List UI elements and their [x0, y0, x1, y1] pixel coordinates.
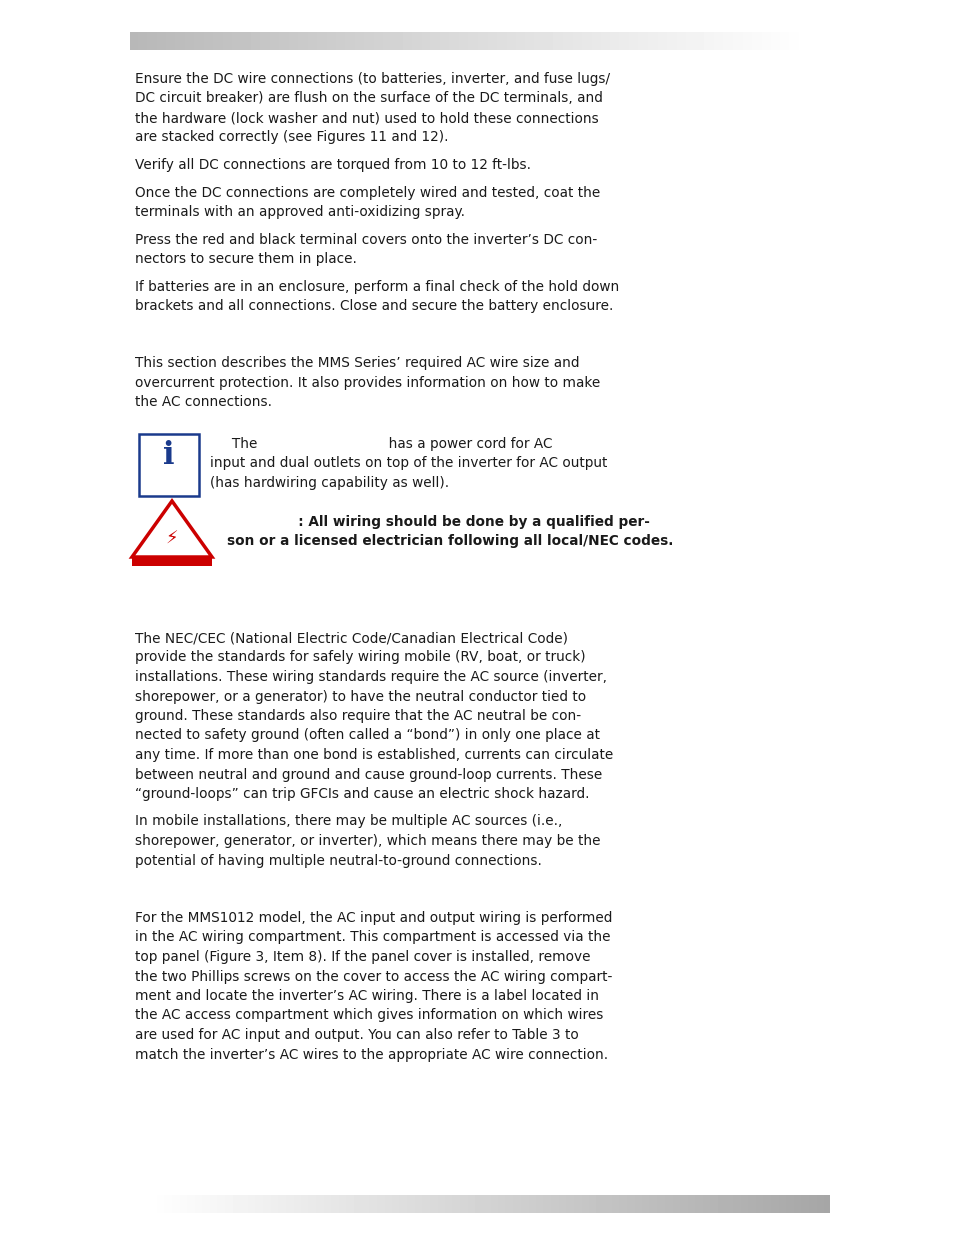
Text: input and dual outlets on top of the inverter for AC output: input and dual outlets on top of the inv… [210, 457, 607, 471]
Text: the hardware (lock washer and nut) used to hold these connections: the hardware (lock washer and nut) used … [135, 111, 598, 125]
Text: any time. If more than one bond is established, currents can circulate: any time. If more than one bond is estab… [135, 748, 613, 762]
Text: Once the DC connections are completely wired and tested, coat the: Once the DC connections are completely w… [135, 185, 599, 200]
Text: ment and locate the inverter’s AC wiring. There is a label located in: ment and locate the inverter’s AC wiring… [135, 989, 598, 1003]
Text: shorepower, generator, or inverter), which means there may be the: shorepower, generator, or inverter), whi… [135, 834, 599, 848]
Text: : All wiring should be done by a qualified per-: : All wiring should be done by a qualifi… [227, 515, 649, 529]
Text: match the inverter’s AC wires to the appropriate AC wire connection.: match the inverter’s AC wires to the app… [135, 1047, 607, 1062]
Text: in the AC wiring compartment. This compartment is accessed via the: in the AC wiring compartment. This compa… [135, 930, 610, 945]
Text: installations. These wiring standards require the AC source (inverter,: installations. These wiring standards re… [135, 671, 606, 684]
Text: If batteries are in an enclosure, perform a final check of the hold down: If batteries are in an enclosure, perfor… [135, 279, 618, 294]
Text: (has hardwiring capability as well).: (has hardwiring capability as well). [210, 475, 449, 490]
Text: are stacked correctly (see Figures 11 and 12).: are stacked correctly (see Figures 11 an… [135, 131, 448, 144]
Text: Press the red and black terminal covers onto the inverter’s DC con-: Press the red and black terminal covers … [135, 232, 597, 247]
Text: The NEC/CEC (National Electric Code/Canadian Electrical Code): The NEC/CEC (National Electric Code/Cana… [135, 631, 567, 645]
Text: Verify all DC connections are torqued from 10 to 12 ft-lbs.: Verify all DC connections are torqued fr… [135, 158, 531, 172]
Text: nectors to secure them in place.: nectors to secure them in place. [135, 252, 356, 266]
Text: This section describes the MMS Series’ required AC wire size and: This section describes the MMS Series’ r… [135, 357, 578, 370]
Text: The                              has a power cord for AC: The has a power cord for AC [210, 437, 552, 451]
Text: In mobile installations, there may be multiple AC sources (i.e.,: In mobile installations, there may be mu… [135, 815, 561, 829]
Text: ⚡: ⚡ [166, 530, 178, 548]
Text: shorepower, or a generator) to have the neutral conductor tied to: shorepower, or a generator) to have the … [135, 689, 585, 704]
Text: top panel (Figure 3, Item 8). If the panel cover is installed, remove: top panel (Figure 3, Item 8). If the pan… [135, 950, 590, 965]
Text: are used for AC input and output. You can also refer to Table 3 to: are used for AC input and output. You ca… [135, 1028, 578, 1042]
Text: terminals with an approved anti-oxidizing spray.: terminals with an approved anti-oxidizin… [135, 205, 464, 219]
Text: For the MMS1012 model, the AC input and output wiring is performed: For the MMS1012 model, the AC input and … [135, 911, 612, 925]
Text: the AC access compartment which gives information on which wires: the AC access compartment which gives in… [135, 1009, 602, 1023]
Text: ground. These standards also require that the AC neutral be con-: ground. These standards also require tha… [135, 709, 580, 722]
Text: DC circuit breaker) are flush on the surface of the DC terminals, and: DC circuit breaker) are flush on the sur… [135, 91, 602, 105]
Polygon shape [132, 501, 212, 557]
Text: “ground-loops” can trip GFCIs and cause an electric shock hazard.: “ground-loops” can trip GFCIs and cause … [135, 787, 589, 802]
Text: overcurrent protection. It also provides information on how to make: overcurrent protection. It also provides… [135, 375, 599, 390]
Text: potential of having multiple neutral-to-ground connections.: potential of having multiple neutral-to-… [135, 853, 541, 867]
Text: brackets and all connections. Close and secure the battery enclosure.: brackets and all connections. Close and … [135, 299, 613, 312]
Text: the AC connections.: the AC connections. [135, 395, 272, 410]
Text: provide the standards for safely wiring mobile (RV, boat, or truck): provide the standards for safely wiring … [135, 651, 585, 664]
Bar [132, 557, 212, 566]
Text: Ensure the DC wire connections (to batteries, inverter, and fuse lugs/: Ensure the DC wire connections (to batte… [135, 72, 610, 86]
Text: between neutral and ground and cause ground-loop currents. These: between neutral and ground and cause gro… [135, 767, 601, 782]
Text: nected to safety ground (often called a “bond”) in only one place at: nected to safety ground (often called a … [135, 729, 599, 742]
Text: i: i [163, 441, 174, 472]
Text: the two Phillips screws on the cover to access the AC wiring compart-: the two Phillips screws on the cover to … [135, 969, 612, 983]
Text: son or a licensed electrician following all local/NEC codes.: son or a licensed electrician following … [227, 535, 673, 548]
FancyBboxPatch shape [139, 433, 199, 496]
